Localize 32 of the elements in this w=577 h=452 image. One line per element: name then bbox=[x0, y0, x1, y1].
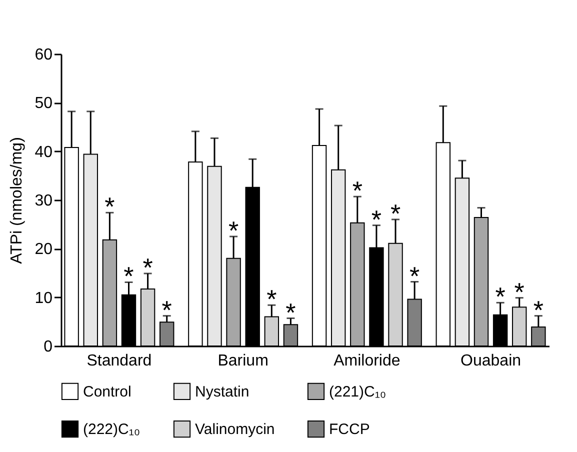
data-label: * bbox=[495, 282, 506, 312]
data-label: * bbox=[352, 176, 362, 206]
legend-label: Valinomycin bbox=[195, 421, 275, 438]
data-label: * bbox=[286, 297, 296, 328]
y-tick-label: 40 bbox=[34, 144, 53, 161]
y-tick-label: 60 bbox=[34, 46, 53, 64]
y-tick-label: 30 bbox=[34, 192, 53, 210]
legend-label: Control bbox=[83, 383, 132, 400]
data-label: * bbox=[514, 276, 524, 307]
legend-label: (221)C₁₀ bbox=[329, 383, 386, 400]
y-tick-label: 0 bbox=[44, 338, 53, 356]
x-tick-label: Amiloride bbox=[334, 352, 400, 370]
legend-label: (222)C₁₀ bbox=[83, 421, 140, 438]
data-label: * bbox=[142, 252, 153, 282]
y-tick-label: 50 bbox=[34, 95, 53, 112]
y-tick-label: 20 bbox=[34, 241, 53, 258]
data-label: * bbox=[390, 198, 401, 228]
x-tick-label: Standard bbox=[86, 352, 152, 370]
data-label: * bbox=[104, 192, 115, 222]
data-label: * bbox=[162, 294, 172, 325]
data-label: * bbox=[228, 216, 239, 246]
data-label: * bbox=[266, 284, 277, 314]
data-label: * bbox=[124, 261, 134, 292]
data-label: * bbox=[371, 204, 382, 234]
y-axis-title: ATPi (nmoles/mg) bbox=[8, 137, 26, 264]
legend-label: Nystatin bbox=[195, 383, 250, 400]
x-tick-label: Barium bbox=[218, 352, 268, 370]
legend-label: FCCP bbox=[329, 421, 370, 438]
data-label: * bbox=[410, 260, 420, 291]
x-tick-label: Ouabain bbox=[460, 352, 522, 370]
y-tick-label: 10 bbox=[34, 290, 53, 307]
data-label: * bbox=[533, 294, 544, 325]
